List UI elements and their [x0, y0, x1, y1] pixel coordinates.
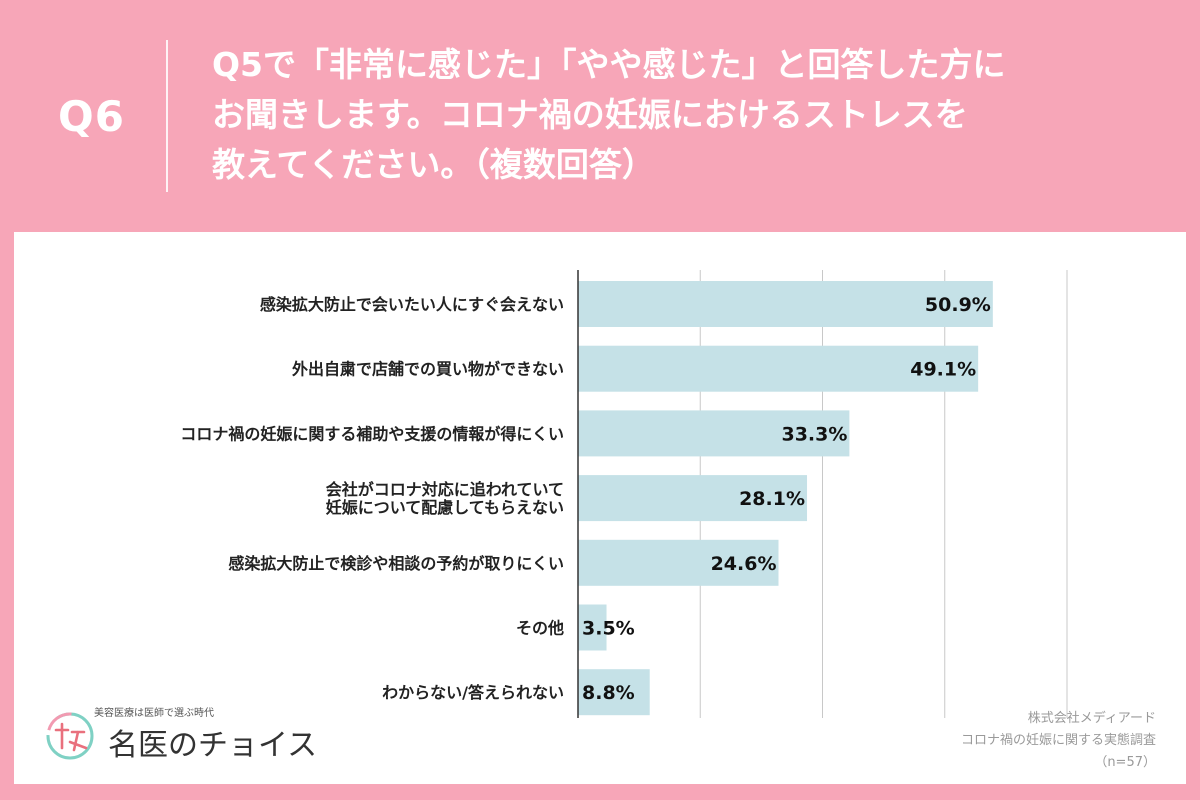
bar — [578, 410, 850, 457]
logo: 美容医療は医師で選ぶ時代 名医のチョイス — [42, 696, 332, 766]
logo-tagline: 美容医療は医師で選ぶ時代 — [94, 708, 214, 719]
category-label: 妊娠について配慮してもらえない — [326, 498, 564, 517]
category-label: 感染拡大防止で会いたい人にすぐ会えない — [260, 295, 564, 314]
data-label: 3.5% — [582, 618, 635, 640]
data-label: 28.1% — [739, 488, 805, 510]
category-label: 外出自粛で店舗での買い物ができない — [291, 360, 564, 379]
logo-name: 名医のチョイス — [108, 728, 318, 763]
header: Q6 Q5で「非常に感じた」「やや感じた」と回答した方に お聞きします。コロナ禍… — [0, 0, 1200, 232]
source-note: 株式会社メディアード コロナ禍の妊娠に関する実態調査 （n=57） — [961, 708, 1156, 774]
bar — [578, 539, 779, 586]
question-number: Q6 — [58, 92, 125, 141]
data-label: 33.3% — [781, 423, 847, 445]
data-label: 49.1% — [910, 359, 976, 381]
category-label: その他 — [516, 619, 564, 638]
bar — [578, 281, 993, 327]
bar-chart: 50.9% 感染拡大防止で会いたい人にすぐ会えない 49.1% 外出自粛で店舗での買い… — [180, 270, 1068, 718]
bar — [578, 669, 650, 716]
source-survey: コロナ禍の妊娠に関する実態調査 — [960, 733, 1156, 748]
chart-panel: 50.9% 感染拡大防止で会いたい人にすぐ会えない 49.1% 外出自粛で店舗での買い… — [14, 232, 1186, 784]
source-sample: （n=57） — [1094, 755, 1156, 770]
data-label: 50.9% — [925, 294, 991, 316]
category-label: 感染拡大防止で検診や相談の予約が取りにくい — [228, 554, 564, 573]
category-label: コロナ禍の妊娠に関する補助や支援の情報が得にくい — [180, 424, 564, 443]
question-line: お聞きします。コロナ禍の妊娠におけるストレスを — [212, 95, 968, 134]
source-company: 株式会社メディアード — [1027, 711, 1156, 726]
data-label: 8.8% — [582, 682, 635, 704]
bar — [578, 604, 607, 651]
question-text: Q5で「非常に感じた」「やや感じた」と回答した方に お聞きします。コロナ禍の妊娠… — [212, 40, 1172, 190]
bar — [578, 345, 979, 392]
category-label: わからない/答えられない — [382, 683, 564, 702]
category-label: 会社がコロナ対応に追われていて — [326, 480, 564, 499]
data-label: 24.6% — [711, 553, 777, 575]
header-divider — [166, 40, 168, 192]
bar — [578, 475, 808, 522]
logo-mark-icon — [46, 712, 94, 760]
question-line: 教えてください。（複数回答） — [212, 145, 655, 184]
question-line: Q5で「非常に感じた」「やや感じた」と回答した方に — [212, 45, 1006, 84]
